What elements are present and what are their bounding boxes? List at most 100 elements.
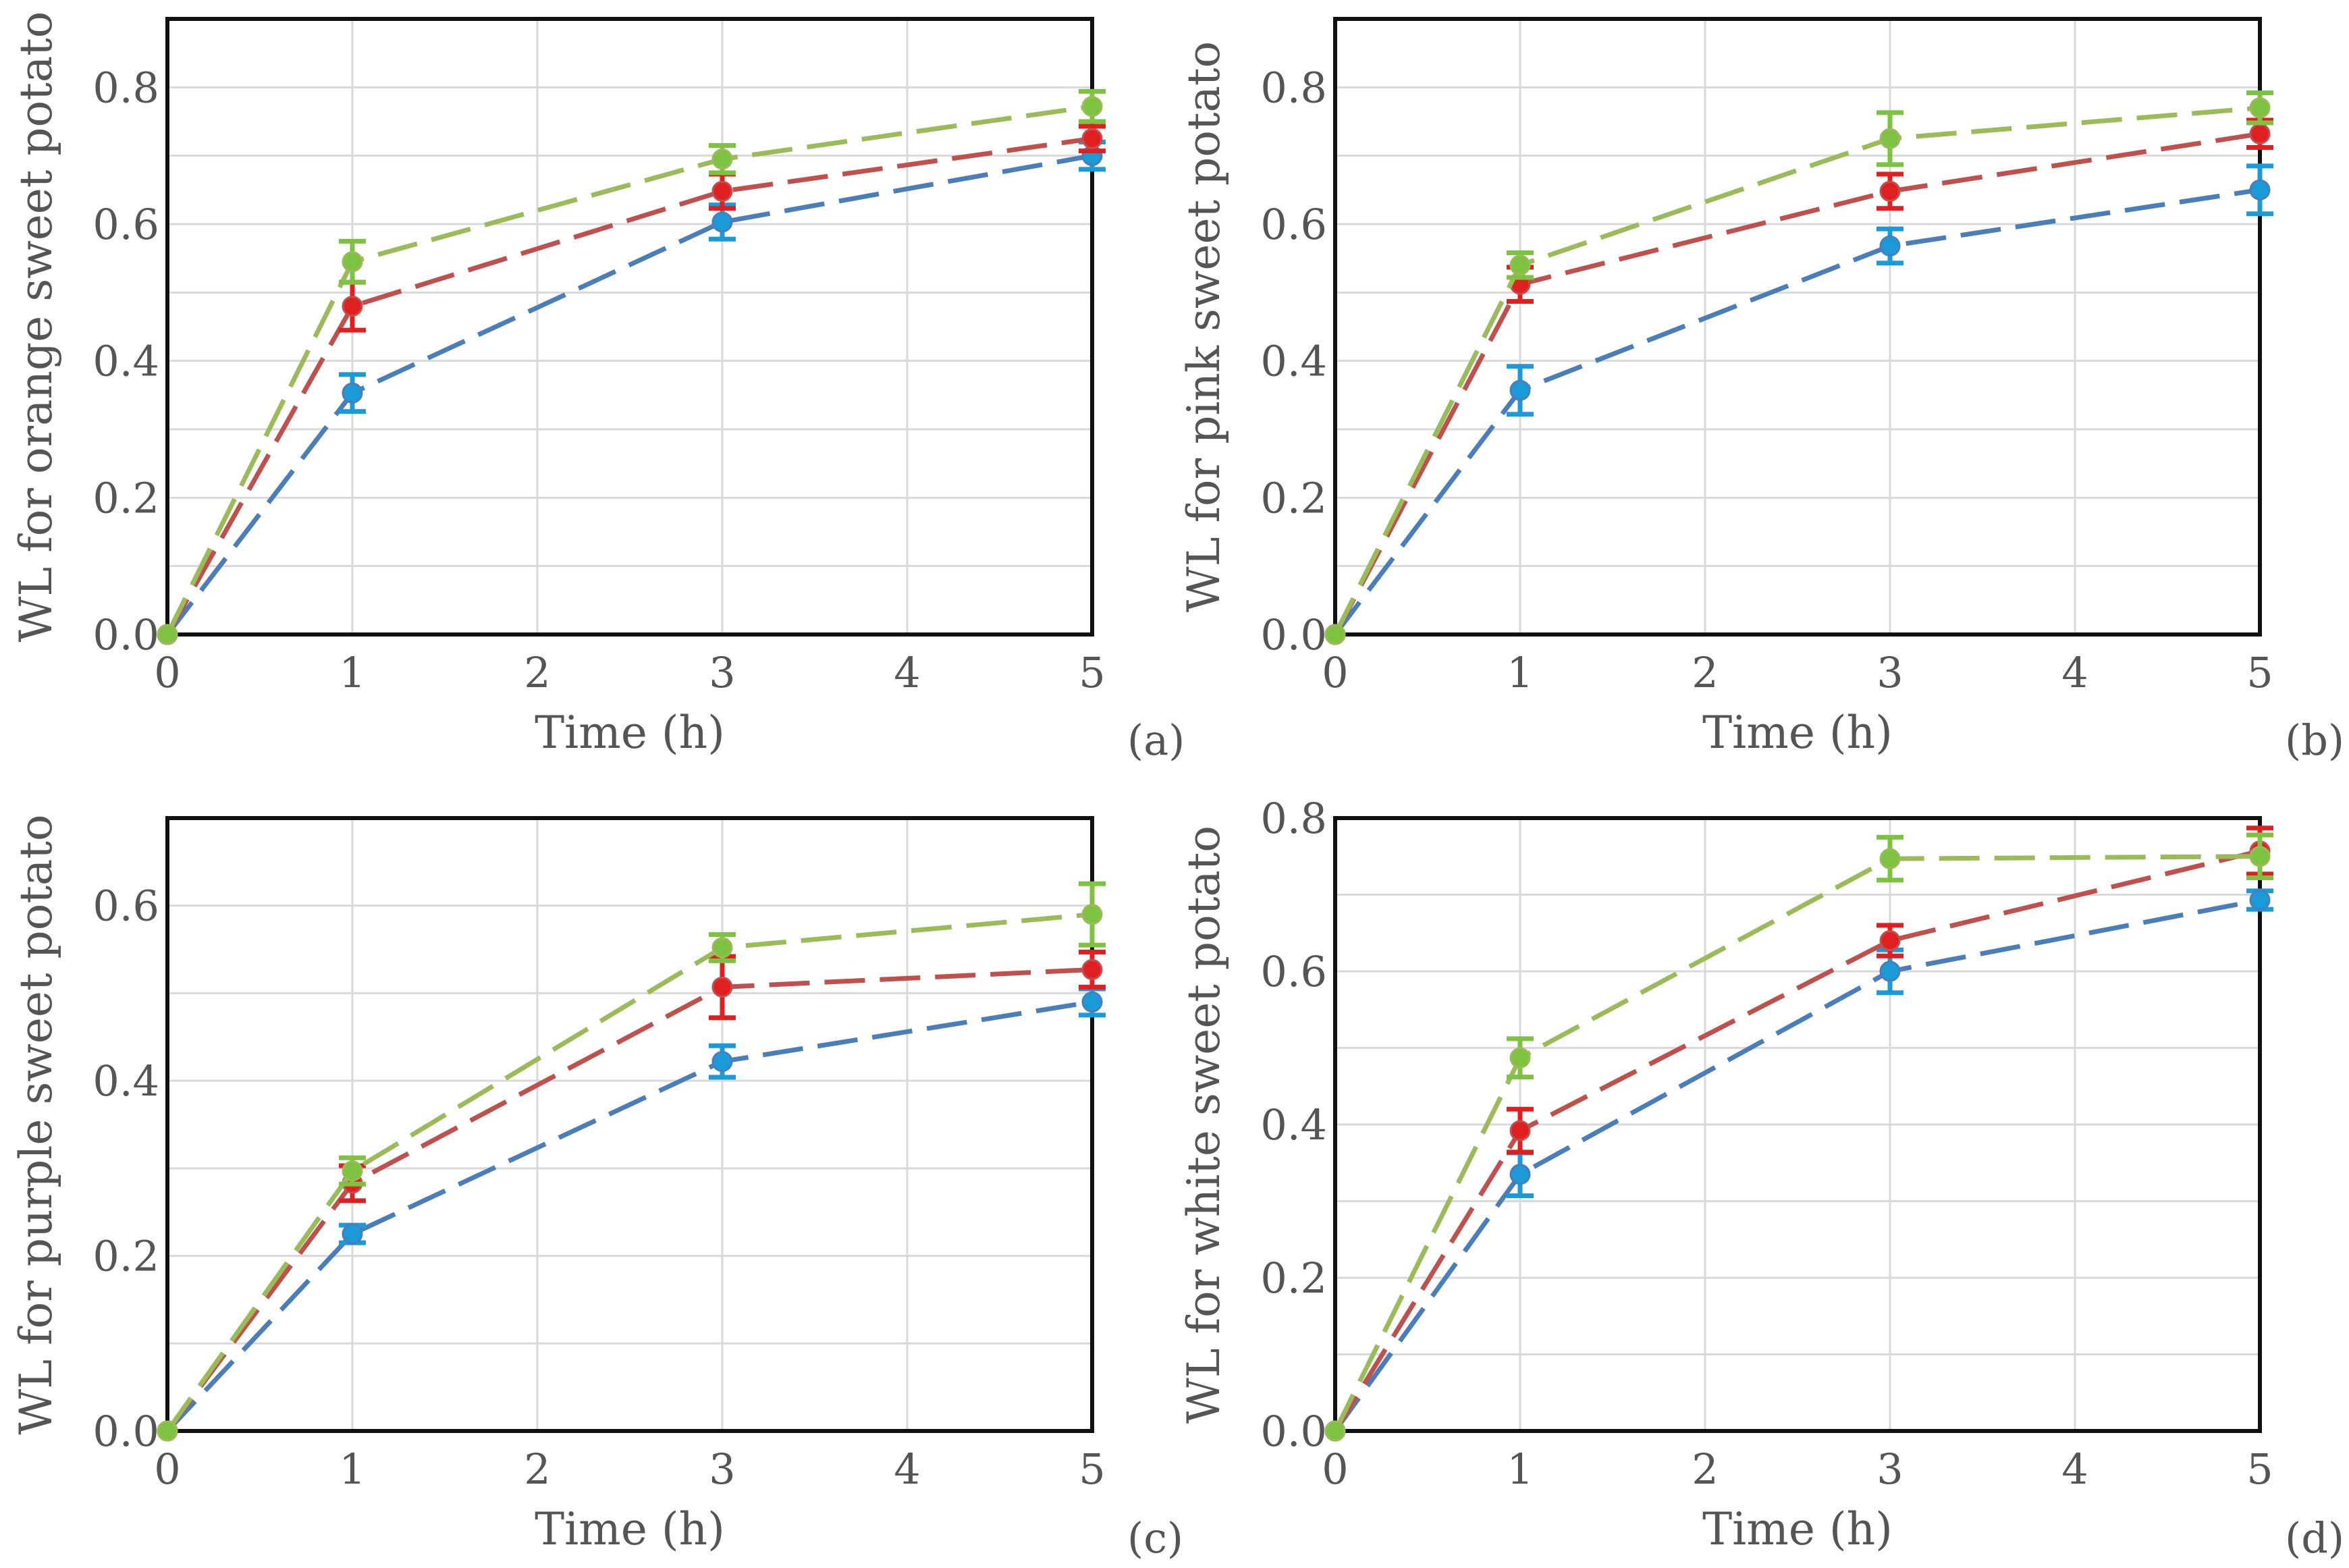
- series-line: [1332, 131, 2261, 636]
- panel-label: (d): [2285, 1513, 2344, 1563]
- series-blue: [1324, 888, 2273, 1442]
- data-point: [1081, 128, 1103, 149]
- series-green: [157, 88, 1106, 645]
- x-tick-label: 4: [894, 1444, 920, 1494]
- series-line: [165, 136, 1093, 636]
- data-point: [342, 296, 363, 317]
- x-tick-label: 3: [1877, 1444, 1903, 1494]
- series-line: [165, 153, 1093, 637]
- data-point: [1879, 128, 1901, 149]
- data-point: [342, 382, 363, 404]
- series-line: [1332, 105, 2261, 636]
- y-tick-label: 0.2: [92, 1232, 159, 1281]
- x-axis-title: Time (h): [535, 1503, 725, 1555]
- series-red: [1324, 117, 2273, 645]
- series-line: [165, 104, 1093, 636]
- data-point: [157, 1420, 178, 1442]
- y-tick-label: 0.2: [1260, 1253, 1327, 1303]
- data-point: [1879, 848, 1901, 869]
- x-tick-label: 2: [524, 1444, 550, 1494]
- series-line: [165, 967, 1093, 1433]
- series-green: [1324, 832, 2273, 1442]
- data-point: [1509, 379, 1531, 401]
- data-point: [711, 148, 733, 170]
- series-green: [1324, 90, 2273, 645]
- y-tick-label: 0.4: [1260, 1100, 1327, 1150]
- y-axis-title: WL for orange sweet potato: [10, 11, 62, 643]
- data-point: [342, 1160, 363, 1182]
- data-point: [1509, 254, 1531, 276]
- x-axis-title: Time (h): [1702, 707, 1893, 759]
- y-tick-label: 0.0: [92, 610, 159, 659]
- grid: [167, 19, 1092, 634]
- x-tick-label: 0: [1322, 1444, 1348, 1494]
- series-line: [1333, 848, 2261, 1432]
- data-point: [1509, 1047, 1531, 1069]
- series-red: [1324, 826, 2273, 1442]
- y-axis-title: WL for white sweet potato: [1178, 826, 1230, 1424]
- y-tick-label: 0.0: [92, 1407, 159, 1456]
- grid: [167, 818, 1092, 1431]
- series-blue: [157, 986, 1106, 1442]
- x-tick-label: 4: [2061, 648, 2088, 697]
- panel-label: (a): [1127, 715, 1185, 765]
- y-tick-label: 0.6: [92, 882, 159, 931]
- data-point: [1081, 96, 1103, 117]
- data-point: [2249, 889, 2271, 911]
- panel-label: (b): [2285, 715, 2344, 765]
- x-tick-label: 2: [1692, 648, 1718, 697]
- x-tick-label: 0: [154, 648, 180, 697]
- x-axis-title: Time (h): [1702, 1503, 1893, 1555]
- y-tick-label: 0.8: [1260, 63, 1327, 112]
- x-tick-label: 5: [2246, 648, 2273, 697]
- x-tick-label: 5: [1079, 648, 1105, 697]
- y-tick-label: 0.0: [1260, 610, 1327, 659]
- x-tick-label: 3: [709, 1444, 735, 1494]
- data-point: [1081, 904, 1103, 925]
- y-tick-label: 0.4: [1260, 337, 1327, 386]
- y-axis-title: WL for pink sweet potato: [1178, 41, 1230, 612]
- x-tick-label: 5: [2246, 1444, 2273, 1494]
- chart-panel-b: 0.0 0.2 0.4 0.6 0.8 0 1 2 3 4 5 Time (h) WL for pink…: [1178, 17, 2344, 765]
- data-point: [711, 180, 733, 202]
- x-tick-label: 0: [154, 1444, 180, 1494]
- y-tick-label: 0.0: [1260, 1407, 1327, 1456]
- x-axis-title: Time (h): [535, 707, 725, 759]
- series-line: [1333, 898, 2261, 1433]
- data-point: [1879, 930, 1901, 952]
- chart-panel-a: 0.0 0.2 0.4 0.6 0.8 0 1 2 3 4 5 Time (h) WL for oran…: [10, 11, 1185, 765]
- data-point: [711, 937, 733, 958]
- x-tick-label: 4: [2061, 1444, 2088, 1494]
- plot-frame: [1333, 17, 2262, 637]
- series-blue: [1324, 163, 2273, 645]
- y-tick-label: 0.4: [92, 337, 159, 386]
- y-tick-label: 0.2: [92, 473, 159, 522]
- x-tick-label: 1: [1507, 1444, 1533, 1494]
- chart-panel-d: 0.0 0.2 0.4 0.6 0.8 0 1 2 3 4 5 Time (h) WL for whit…: [1178, 794, 2344, 1563]
- data-point: [711, 211, 733, 233]
- data-point: [1324, 1420, 1346, 1442]
- x-tick-label: 3: [709, 648, 735, 697]
- series-line: [165, 912, 1093, 1433]
- grid: [1335, 19, 2260, 634]
- data-point: [1081, 991, 1103, 1012]
- series-line: [1332, 854, 2261, 1432]
- data-point: [1509, 1164, 1531, 1185]
- data-point: [1879, 180, 1901, 202]
- data-point: [1324, 624, 1346, 645]
- y-tick-label: 0.8: [1260, 794, 1327, 843]
- x-tick-label: 4: [894, 648, 920, 697]
- series-line: [165, 999, 1093, 1433]
- data-point: [1509, 1120, 1531, 1141]
- x-tick-label: 1: [339, 1444, 365, 1494]
- data-point: [1081, 958, 1103, 980]
- x-tick-label: 5: [1079, 1444, 1105, 1494]
- data-point: [342, 1223, 363, 1245]
- data-point: [2249, 179, 2271, 200]
- data-point: [2249, 846, 2271, 867]
- x-tick-label: 3: [1877, 648, 1903, 697]
- data-point: [2249, 97, 2271, 119]
- data-point: [157, 624, 178, 645]
- data-point: [1879, 235, 1901, 256]
